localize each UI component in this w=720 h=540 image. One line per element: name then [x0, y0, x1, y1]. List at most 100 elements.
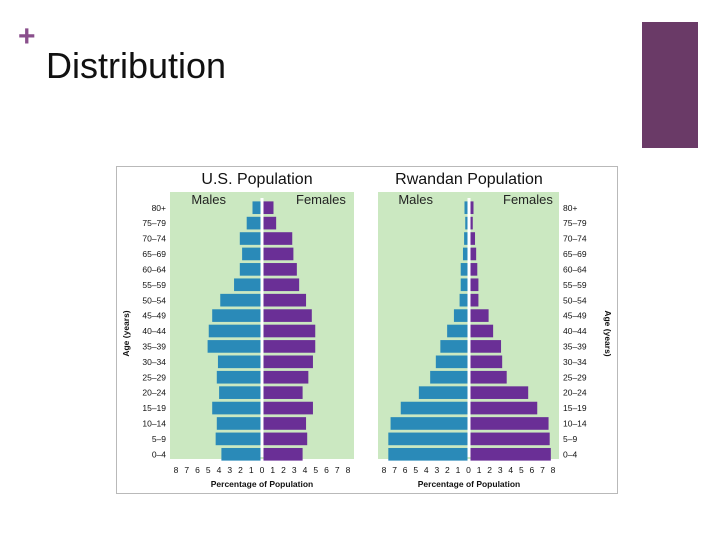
x-tick-label: 1	[249, 465, 254, 475]
male-bar	[216, 417, 261, 430]
x-tick-label: 8	[346, 465, 351, 475]
age-label: 70–74	[563, 234, 587, 244]
x-tick-label: 7	[540, 465, 545, 475]
x-tick-label: 5	[519, 465, 524, 475]
x-axis-label: Percentage of Population	[418, 479, 521, 489]
age-label: 5–9	[152, 434, 166, 444]
female-bar	[263, 201, 274, 215]
male-bar	[390, 417, 468, 430]
chart-title: U.S. Population	[201, 171, 312, 188]
age-label: 30–34	[563, 357, 587, 367]
age-label: 10–14	[142, 419, 166, 429]
male-bar	[435, 355, 468, 369]
female-bar	[470, 340, 502, 353]
female-bar	[470, 447, 551, 461]
age-label: 20–24	[563, 388, 587, 398]
x-tick-label: 1	[270, 465, 275, 475]
female-bar	[263, 309, 312, 322]
male-bar	[459, 293, 468, 307]
female-bar	[470, 355, 503, 369]
female-bar	[470, 232, 476, 245]
slide-title: Distribution	[46, 45, 227, 86]
female-bar	[470, 370, 507, 384]
male-bar	[465, 216, 468, 230]
female-bar	[263, 263, 297, 276]
bullet-plus: +	[18, 20, 36, 53]
x-tick-label: 3	[498, 465, 503, 475]
age-label: 40–44	[142, 326, 166, 336]
x-tick-label: 5	[413, 465, 418, 475]
male-bar	[388, 447, 468, 461]
x-tick-label: 0	[260, 465, 265, 475]
age-label: 45–49	[142, 311, 166, 321]
male-bar	[207, 340, 261, 353]
male-bar	[246, 216, 261, 230]
male-bar	[460, 263, 468, 276]
male-bar	[462, 247, 468, 261]
legend-males: Males	[398, 192, 433, 207]
age-label: 80+	[152, 203, 166, 213]
legend-females: Females	[296, 192, 346, 207]
age-label: 60–64	[563, 264, 587, 274]
male-bar	[239, 232, 261, 245]
x-tick-label: 5	[313, 465, 318, 475]
male-bar	[418, 386, 468, 399]
age-label: 50–54	[142, 295, 166, 305]
female-bar	[263, 355, 313, 369]
age-label: 70–74	[142, 234, 166, 244]
x-tick-label: 7	[392, 465, 397, 475]
female-bar	[470, 293, 479, 307]
male-bar	[220, 293, 261, 307]
male-bar	[212, 401, 261, 415]
female-bar	[263, 417, 307, 430]
age-label: 0–4	[563, 449, 577, 459]
male-bar	[239, 263, 261, 276]
age-label: 55–59	[563, 280, 587, 290]
y-axis-label: Age (years)	[121, 310, 131, 356]
male-bar	[234, 278, 261, 292]
x-tick-label: 4	[424, 465, 429, 475]
x-tick-label: 4	[303, 465, 308, 475]
age-label: 0–4	[152, 449, 166, 459]
x-tick-label: 4	[508, 465, 513, 475]
age-label: 30–34	[142, 357, 166, 367]
age-label: 65–69	[142, 249, 166, 259]
age-label: 65–69	[563, 249, 587, 259]
male-bar	[400, 401, 468, 415]
male-bar	[212, 309, 261, 322]
legend-females: Females	[503, 192, 553, 207]
x-tick-label: 6	[324, 465, 329, 475]
x-tick-label: 3	[227, 465, 232, 475]
female-bar	[470, 201, 474, 215]
male-bar	[215, 432, 261, 446]
age-label: 5–9	[563, 434, 577, 444]
x-tick-label: 2	[445, 465, 450, 475]
age-label: 80+	[563, 203, 577, 213]
x-tick-label: 6	[530, 465, 535, 475]
x-tick-label: 8	[551, 465, 556, 475]
x-axis-label: Percentage of Population	[211, 479, 314, 489]
female-bar	[263, 401, 313, 415]
x-tick-label: 5	[206, 465, 211, 475]
female-bar	[470, 263, 478, 276]
center-divider	[260, 198, 264, 457]
female-bar	[470, 216, 473, 230]
x-tick-label: 3	[292, 465, 297, 475]
female-bar	[470, 309, 489, 322]
age-label: 35–39	[563, 341, 587, 351]
female-bar	[470, 417, 549, 430]
female-bar	[263, 247, 294, 261]
x-tick-label: 1	[456, 465, 461, 475]
male-bar	[440, 340, 468, 353]
x-tick-label: 3	[434, 465, 439, 475]
female-bar	[470, 324, 494, 338]
female-bar	[470, 247, 477, 261]
age-label: 25–29	[563, 372, 587, 382]
legend-males: Males	[191, 192, 226, 207]
age-label: 15–19	[563, 403, 587, 413]
female-bar	[263, 370, 309, 384]
female-bar	[263, 340, 316, 353]
female-bar	[470, 278, 479, 292]
female-bar	[263, 278, 300, 292]
male-bar	[242, 247, 261, 261]
